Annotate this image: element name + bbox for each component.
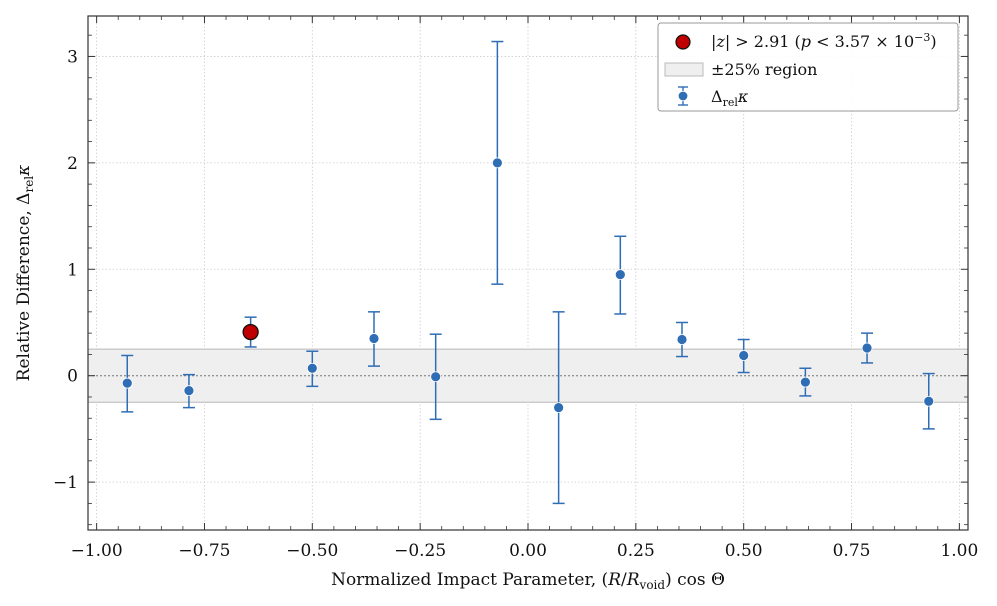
errorbar-point bbox=[799, 367, 812, 397]
legend-label-band: ±25% region bbox=[711, 60, 817, 79]
data-point bbox=[183, 385, 195, 396]
data-point bbox=[923, 395, 935, 407]
x-axis-label: Normalized Impact Parameter, (R/Rvoid) c… bbox=[331, 570, 725, 592]
legend-band-swatch bbox=[664, 62, 704, 77]
legend-box bbox=[657, 22, 959, 112]
y-tick-label: 3 bbox=[67, 47, 78, 67]
y-tick-label: −1 bbox=[53, 473, 78, 493]
legend-errorbar-marker bbox=[677, 86, 689, 106]
errorbar-point bbox=[121, 354, 134, 413]
data-point bbox=[306, 362, 318, 374]
legend: |z| > 2.91 (p < 3.57 × 10−3) ±25% region… bbox=[657, 22, 959, 112]
data-layer bbox=[121, 40, 935, 505]
data-point bbox=[614, 269, 626, 280]
errorbar-point bbox=[922, 372, 935, 430]
errorbar-point bbox=[306, 350, 319, 388]
legend-label-significant: |z| > 2.91 (p < 3.57 × 10−3) bbox=[711, 31, 937, 51]
errorbar-point bbox=[614, 235, 627, 315]
errorbar-point bbox=[429, 333, 442, 421]
errorbar-point bbox=[552, 311, 565, 505]
errorbar-point bbox=[368, 311, 380, 367]
band-layer bbox=[88, 348, 968, 403]
significant-point bbox=[242, 323, 259, 341]
data-point bbox=[676, 334, 688, 345]
x-tick-label: −0.75 bbox=[178, 541, 230, 561]
x-tick-label: −0.50 bbox=[286, 541, 338, 561]
data-point bbox=[368, 333, 380, 344]
data-point bbox=[553, 402, 565, 414]
x-tick-label: 0.75 bbox=[833, 541, 871, 561]
y-tick-label: 1 bbox=[67, 260, 78, 280]
x-tick-label: 0.25 bbox=[617, 541, 655, 561]
tick-layer: −1.00 −0.75 −0.50 −0.25 0.00 0.25 0.50 0.75 1.00… bbox=[53, 16, 978, 561]
legend-label-series: Δrelκ bbox=[711, 87, 749, 109]
errorbar-point bbox=[737, 338, 750, 374]
y-tick-label: 0 bbox=[67, 367, 78, 387]
errorbar-point bbox=[491, 40, 504, 285]
grid-layer bbox=[88, 16, 968, 530]
errorbar-point bbox=[861, 332, 874, 364]
y-tick-label: 2 bbox=[67, 154, 78, 174]
data-point bbox=[491, 157, 503, 169]
x-tick-label: −1.00 bbox=[71, 541, 123, 561]
data-point bbox=[430, 371, 442, 383]
x-tick-label: −0.25 bbox=[394, 541, 446, 561]
data-point bbox=[861, 342, 873, 354]
x-tick-label: 0.00 bbox=[509, 541, 547, 561]
x-tick-label: 0.50 bbox=[725, 541, 763, 561]
y-axis-label: Relative Difference, Δrelκ bbox=[14, 165, 36, 382]
x-tick-label: 1.00 bbox=[940, 541, 978, 561]
legend-marker-red bbox=[675, 34, 691, 50]
data-point bbox=[738, 350, 750, 361]
data-point bbox=[799, 376, 811, 388]
errorbar-point bbox=[676, 321, 688, 358]
errorbar-point bbox=[182, 373, 195, 409]
data-point bbox=[121, 377, 133, 389]
